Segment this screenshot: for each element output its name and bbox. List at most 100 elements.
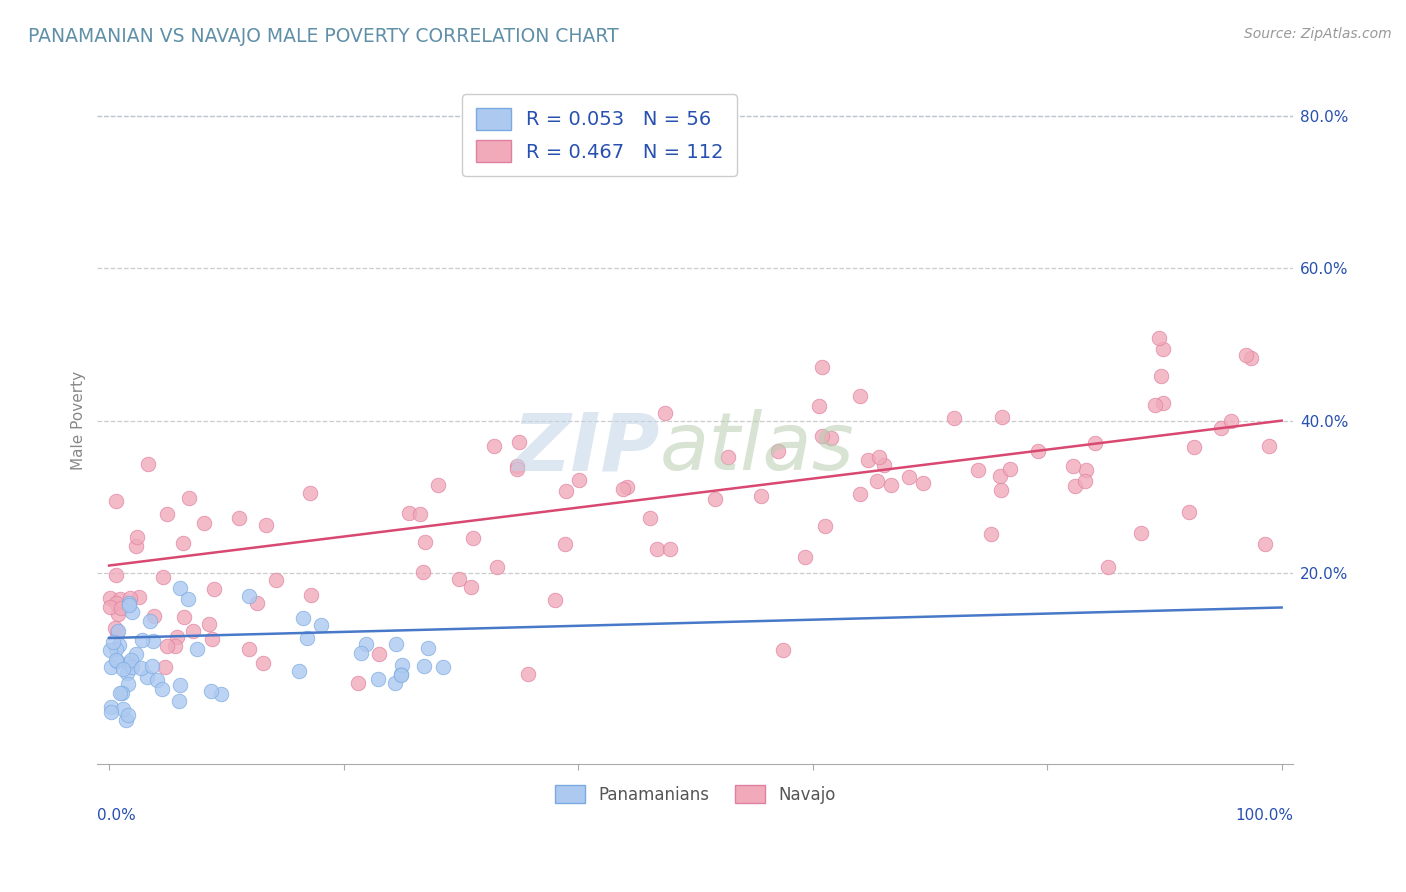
Point: [1097, 559, 1119, 574]
Point: [980, 526, 1002, 541]
Point: [568, 474, 591, 488]
Point: [111, 686, 134, 700]
Point: [1074, 474, 1097, 488]
Point: [912, 476, 935, 491]
Point: [104, 596, 127, 610]
Point: [298, 485, 321, 500]
Point: [347, 676, 370, 690]
Point: [98, 591, 121, 606]
Point: [544, 593, 567, 607]
Point: [141, 659, 163, 673]
Point: [998, 461, 1021, 475]
Point: [1083, 436, 1105, 450]
Point: [110, 601, 132, 615]
Point: [135, 670, 157, 684]
Point: [193, 516, 215, 530]
Point: [125, 539, 148, 553]
Point: [1257, 439, 1279, 453]
Point: [105, 654, 128, 668]
Point: [391, 658, 413, 673]
Point: [166, 630, 188, 644]
Point: [367, 647, 389, 661]
Point: [486, 560, 509, 574]
Point: [1026, 444, 1049, 458]
Point: [814, 519, 837, 533]
Point: [163, 639, 186, 653]
Point: [793, 550, 815, 565]
Point: [156, 639, 179, 653]
Point: [868, 450, 890, 464]
Point: [111, 662, 134, 676]
Point: [1152, 342, 1174, 356]
Text: PANAMANIAN VS NAVAJO MALE POVERTY CORRELATION CHART: PANAMANIAN VS NAVAJO MALE POVERTY CORREL…: [28, 27, 619, 45]
Point: [120, 653, 142, 667]
Point: [416, 640, 439, 655]
Point: [169, 678, 191, 692]
Point: [288, 664, 311, 678]
Point: [104, 567, 127, 582]
Point: [1130, 525, 1153, 540]
Point: [299, 588, 322, 602]
Point: [173, 609, 195, 624]
Point: [115, 713, 138, 727]
Point: [152, 570, 174, 584]
Point: [118, 598, 141, 612]
Point: [228, 511, 250, 525]
Point: [1150, 368, 1173, 383]
Text: atlas: atlas: [659, 409, 855, 487]
Point: [367, 672, 389, 686]
Point: [1234, 348, 1257, 362]
Point: [156, 507, 179, 521]
Point: [866, 474, 889, 488]
Point: [131, 661, 153, 675]
Point: [169, 582, 191, 596]
Point: [460, 581, 482, 595]
Point: [858, 453, 880, 467]
Point: [612, 482, 634, 496]
Point: [98, 599, 121, 614]
Point: [121, 659, 143, 673]
Point: [127, 530, 149, 544]
Point: [647, 542, 669, 557]
Point: [117, 708, 139, 723]
Point: [463, 531, 485, 545]
Point: [201, 632, 224, 646]
Point: [183, 624, 205, 639]
Point: [659, 541, 682, 556]
Point: [848, 389, 870, 403]
Point: [107, 624, 129, 639]
Point: [142, 633, 165, 648]
Point: [943, 411, 966, 425]
Point: [103, 634, 125, 648]
Point: [117, 677, 139, 691]
Point: [176, 591, 198, 606]
Point: [100, 660, 122, 674]
Point: [385, 637, 408, 651]
Point: [1144, 398, 1167, 412]
Point: [100, 705, 122, 719]
Point: [638, 511, 661, 525]
Point: [309, 618, 332, 632]
Point: [291, 611, 314, 625]
Point: [1062, 459, 1084, 474]
Text: Source: ZipAtlas.com: Source: ZipAtlas.com: [1244, 27, 1392, 41]
Point: [772, 643, 794, 657]
Point: [384, 675, 406, 690]
Point: [200, 684, 222, 698]
Point: [107, 607, 129, 622]
Point: [555, 483, 578, 498]
Point: [654, 406, 676, 420]
Point: [766, 444, 789, 458]
Point: [131, 632, 153, 647]
Point: [136, 457, 159, 471]
Point: [413, 659, 436, 673]
Point: [808, 400, 831, 414]
Point: [1152, 396, 1174, 410]
Text: 0.0%: 0.0%: [97, 808, 136, 823]
Point: [447, 572, 470, 586]
Point: [990, 483, 1012, 497]
Point: [1182, 440, 1205, 454]
Point: [898, 470, 921, 484]
Point: [104, 653, 127, 667]
Point: [398, 506, 420, 520]
